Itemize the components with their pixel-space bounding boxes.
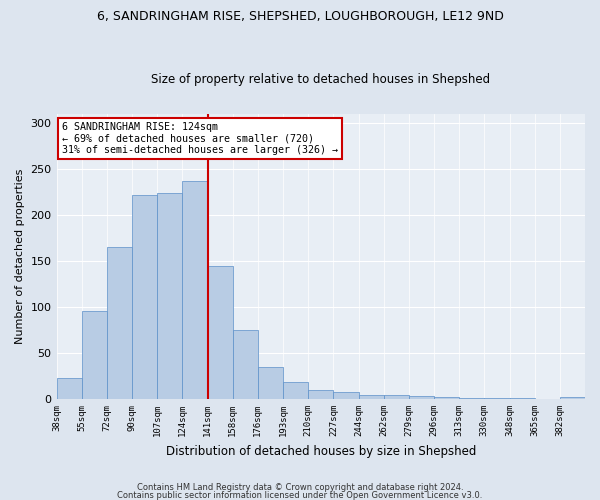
Text: 6 SANDRINGHAM RISE: 124sqm
← 69% of detached houses are smaller (720)
31% of sem: 6 SANDRINGHAM RISE: 124sqm ← 69% of deta… <box>62 122 338 156</box>
Text: Contains public sector information licensed under the Open Government Licence v3: Contains public sector information licen… <box>118 490 482 500</box>
Bar <box>283 382 308 399</box>
Bar <box>82 310 107 399</box>
Bar <box>560 397 585 399</box>
Bar <box>132 194 157 399</box>
X-axis label: Distribution of detached houses by size in Shepshed: Distribution of detached houses by size … <box>166 444 476 458</box>
Text: Contains HM Land Registry data © Crown copyright and database right 2024.: Contains HM Land Registry data © Crown c… <box>137 484 463 492</box>
Bar <box>359 396 383 399</box>
Bar <box>107 247 132 399</box>
Title: Size of property relative to detached houses in Shepshed: Size of property relative to detached ho… <box>151 73 490 86</box>
Bar <box>258 367 283 399</box>
Bar <box>157 193 182 399</box>
Bar <box>182 181 208 399</box>
Bar <box>208 266 233 399</box>
Bar <box>383 396 409 399</box>
Y-axis label: Number of detached properties: Number of detached properties <box>15 168 25 344</box>
Bar <box>334 392 359 399</box>
Bar <box>434 397 459 399</box>
Bar <box>308 390 334 399</box>
Bar <box>459 398 484 399</box>
Bar <box>409 396 434 399</box>
Bar <box>233 330 258 399</box>
Text: 6, SANDRINGHAM RISE, SHEPSHED, LOUGHBOROUGH, LE12 9ND: 6, SANDRINGHAM RISE, SHEPSHED, LOUGHBORO… <box>97 10 503 23</box>
Bar <box>56 378 82 399</box>
Bar <box>484 398 509 399</box>
Bar <box>509 398 535 399</box>
